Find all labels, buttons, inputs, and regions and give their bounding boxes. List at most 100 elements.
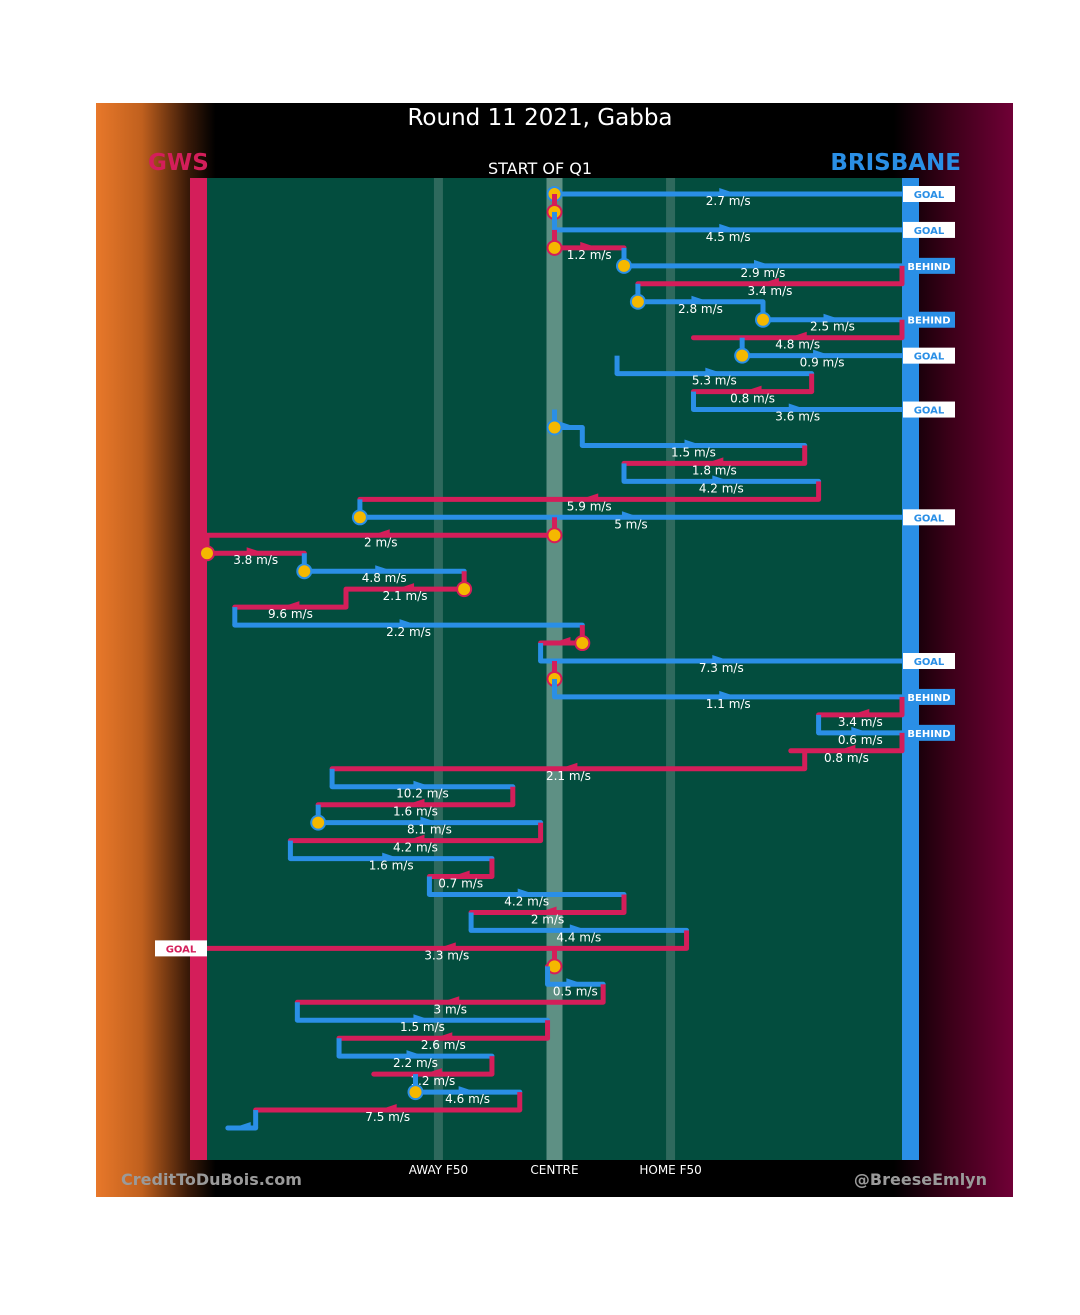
speed-label: 1.5 m/s <box>671 445 716 459</box>
direction-arrow <box>382 852 401 859</box>
speed-label: 1.1 m/s <box>706 697 751 711</box>
speed-label: 2 m/s <box>531 912 564 926</box>
speed-label: 4.2 m/s <box>699 481 744 495</box>
direction-arrow <box>538 906 557 913</box>
bounce-marker <box>546 239 563 256</box>
direction-arrow <box>451 870 470 877</box>
direction-arrow <box>552 637 571 644</box>
speed-label: 4.2 m/s <box>504 895 549 909</box>
speed-label: 5 m/s <box>614 517 647 531</box>
outcome-label: BEHIND <box>907 316 950 327</box>
direction-arrow <box>719 223 738 230</box>
speed-label: 4.2 m/s <box>393 841 438 855</box>
outcome-label: GOAL <box>166 944 197 955</box>
bounce-marker <box>310 814 327 831</box>
direction-arrow <box>788 403 807 410</box>
speed-label: 3.8 m/s <box>233 553 278 567</box>
speed-label: 0.5 m/s <box>553 984 598 998</box>
direction-arrow <box>705 367 724 374</box>
speed-label: 2.9 m/s <box>741 266 786 280</box>
x-tick-label: CENTRE <box>530 1163 579 1177</box>
direction-arrow <box>851 726 870 733</box>
outcome-badge <box>903 688 955 705</box>
direction-arrow <box>719 690 738 697</box>
direction-arrow <box>760 277 779 284</box>
speed-label: 2.6 m/s <box>421 1038 466 1052</box>
outcome-badge <box>903 221 955 238</box>
outcome-badge <box>903 509 955 526</box>
away-team-label: GWS <box>148 150 209 176</box>
speed-label: 1.6 m/s <box>369 859 414 873</box>
outcome-label: GOAL <box>914 226 945 237</box>
direction-arrow <box>406 834 425 841</box>
direction-arrow <box>458 1086 477 1093</box>
direction-arrow <box>371 529 390 536</box>
direction-arrow <box>406 1050 425 1057</box>
speed-label: 0.8 m/s <box>730 392 775 406</box>
speed-label: 3.4 m/s <box>838 715 883 729</box>
direction-arrow <box>569 924 588 931</box>
speed-label: 2.2 m/s <box>393 1056 438 1070</box>
direction-arrow <box>423 1068 442 1075</box>
speed-label: 4.8 m/s <box>362 571 407 585</box>
speed-label: 5.3 m/s <box>692 374 737 388</box>
credit-right: @BreeseEmlyn <box>853 1170 987 1189</box>
speed-label: 0.9 m/s <box>800 356 845 370</box>
speed-label: 1.2 m/s <box>410 1074 455 1088</box>
direction-arrow <box>788 331 807 338</box>
speed-label: 1.8 m/s <box>692 463 737 477</box>
speed-label: 8.1 m/s <box>407 823 452 837</box>
speed-label: 9.6 m/s <box>268 607 313 621</box>
speed-label: 1.6 m/s <box>393 805 438 819</box>
direction-arrow <box>621 511 640 518</box>
outcome-badge <box>903 257 955 274</box>
direction-arrow <box>375 565 394 572</box>
direction-arrow <box>580 493 599 500</box>
speed-label: 2 m/s <box>364 535 397 549</box>
speed-label: 3 m/s <box>434 1002 467 1016</box>
bounce-marker <box>199 545 215 562</box>
direction-arrow <box>232 1122 251 1128</box>
speed-label: 1.2 m/s <box>567 248 612 262</box>
speed-label: 10.2 m/s <box>396 787 449 801</box>
outcome-label: GOAL <box>914 657 945 668</box>
speed-label: 1.5 m/s <box>400 1020 445 1034</box>
speed-label: 2.2 m/s <box>386 625 431 639</box>
bounce-marker <box>407 1084 424 1101</box>
direction-arrow <box>691 295 710 302</box>
speed-label: 2.7 m/s <box>706 194 751 208</box>
outcome-label: GOAL <box>914 352 945 363</box>
outcome-badge <box>903 724 955 741</box>
speed-label: 0.8 m/s <box>824 751 869 765</box>
speed-label: 2.1 m/s <box>383 589 428 603</box>
speed-label: 5.9 m/s <box>567 499 612 513</box>
speed-label: 4.8 m/s <box>775 338 820 352</box>
direction-arrow <box>420 816 439 823</box>
direction-arrow <box>517 888 536 895</box>
direction-arrow <box>712 655 731 661</box>
speed-label: 0.6 m/s <box>838 733 883 747</box>
direction-arrow <box>684 439 703 446</box>
credit-left: CreditToDuBois.com <box>121 1170 302 1189</box>
outcome-badge <box>155 940 207 957</box>
direction-arrow <box>246 547 265 554</box>
direction-arrow <box>705 457 724 464</box>
x-tick-label: HOME F50 <box>639 1163 702 1177</box>
direction-arrow <box>434 1032 453 1039</box>
direction-arrow <box>813 349 832 356</box>
zone-line-0 <box>433 178 443 1160</box>
direction-arrow <box>754 259 772 266</box>
speed-label: 7.3 m/s <box>699 661 744 675</box>
direction-arrow <box>837 744 856 751</box>
outcome-label: GOAL <box>914 190 945 201</box>
direction-arrow <box>719 188 738 194</box>
zone-line-2 <box>666 178 676 1160</box>
direction-arrow <box>851 708 870 715</box>
direction-arrow <box>281 601 300 608</box>
direction-arrow <box>441 996 460 1003</box>
direction-arrow <box>743 385 762 392</box>
direction-arrow <box>437 942 456 949</box>
direction-arrow <box>413 780 432 787</box>
direction-arrow <box>378 1104 397 1111</box>
